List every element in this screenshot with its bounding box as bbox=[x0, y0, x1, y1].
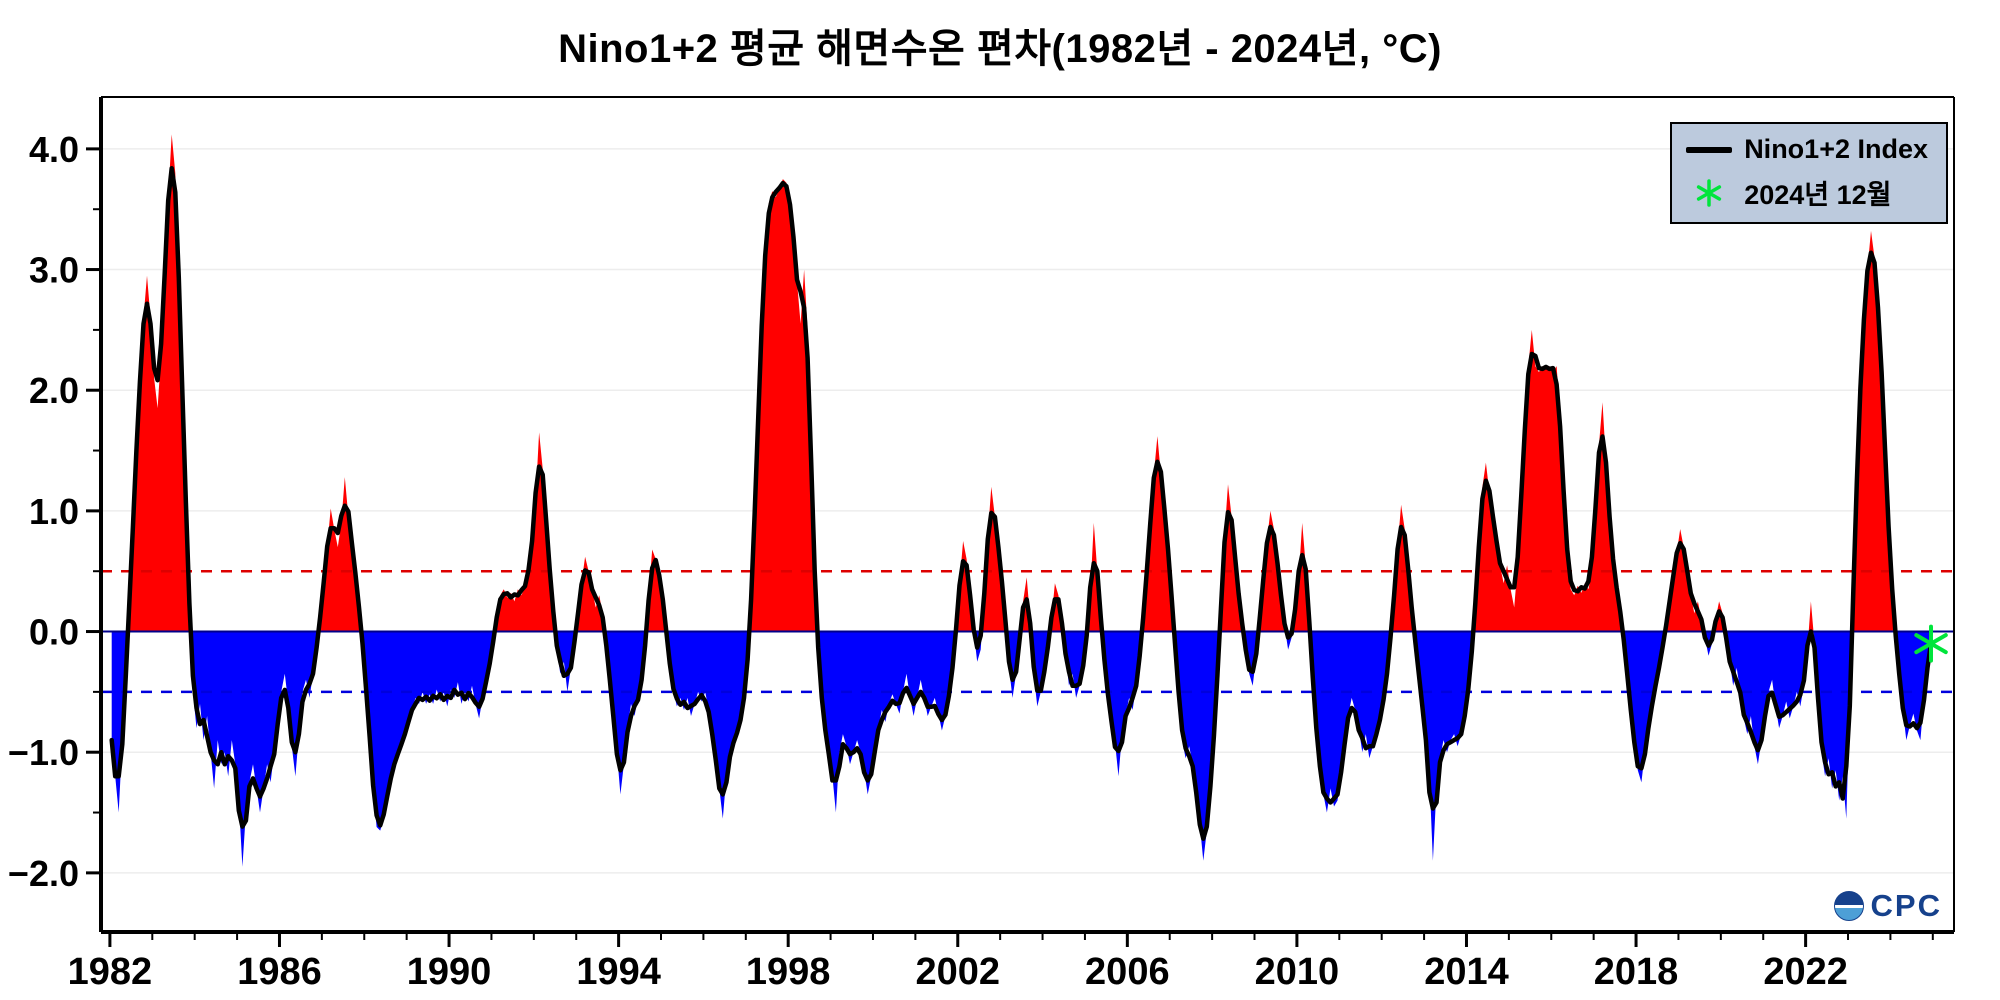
legend-series-label: Nino1+2 Index bbox=[1744, 134, 1928, 164]
cpc-logo: CPC bbox=[1833, 888, 1942, 924]
y-tick-label: 0.0 bbox=[29, 612, 79, 653]
x-tick-label: 2014 bbox=[1424, 951, 1509, 993]
series-line-swatch bbox=[1686, 146, 1733, 153]
x-tick-label: 2006 bbox=[1085, 951, 1170, 993]
y-tick-label: 1.0 bbox=[29, 491, 79, 532]
x-tick-label: 2010 bbox=[1255, 951, 1340, 993]
y-tick-label: 4.0 bbox=[29, 129, 79, 170]
legend-marker-label: 2024년 12월 bbox=[1744, 180, 1892, 210]
x-tick-label: 2002 bbox=[915, 951, 1000, 993]
x-tick-label: 1982 bbox=[68, 951, 153, 993]
negative-anomaly-area bbox=[111, 631, 1931, 867]
chart-title: Nino1+2 평균 해면수온 편차(1982년 - 2024년, °C) bbox=[558, 27, 1442, 71]
y-tick-label: −2.0 bbox=[8, 853, 79, 894]
cpc-globe-icon bbox=[1833, 891, 1864, 921]
x-tick-label: 1998 bbox=[746, 951, 831, 993]
dec-2024-marker bbox=[1914, 624, 1948, 663]
y-tick-label: 3.0 bbox=[29, 250, 79, 291]
cpc-logo-text: CPC bbox=[1870, 888, 1942, 923]
x-tick-label: 2018 bbox=[1594, 951, 1679, 993]
x-tick-label: 1990 bbox=[407, 951, 492, 993]
x-tick-label: 1994 bbox=[576, 951, 661, 993]
legend-row-series: Nino1+2 Index bbox=[1686, 134, 1928, 165]
y-tick-label: −1.0 bbox=[8, 732, 79, 773]
x-tick-label: 1986 bbox=[237, 951, 322, 993]
star-marker-icon bbox=[1697, 178, 1722, 207]
y-tick-label: 2.0 bbox=[29, 370, 79, 411]
legend: Nino1+2 Index 2024년 12월 bbox=[1670, 122, 1948, 224]
x-tick-label: 2022 bbox=[1763, 951, 1848, 993]
legend-row-marker: 2024년 12월 bbox=[1686, 173, 1928, 212]
nino12-index-line bbox=[109, 165, 1934, 841]
